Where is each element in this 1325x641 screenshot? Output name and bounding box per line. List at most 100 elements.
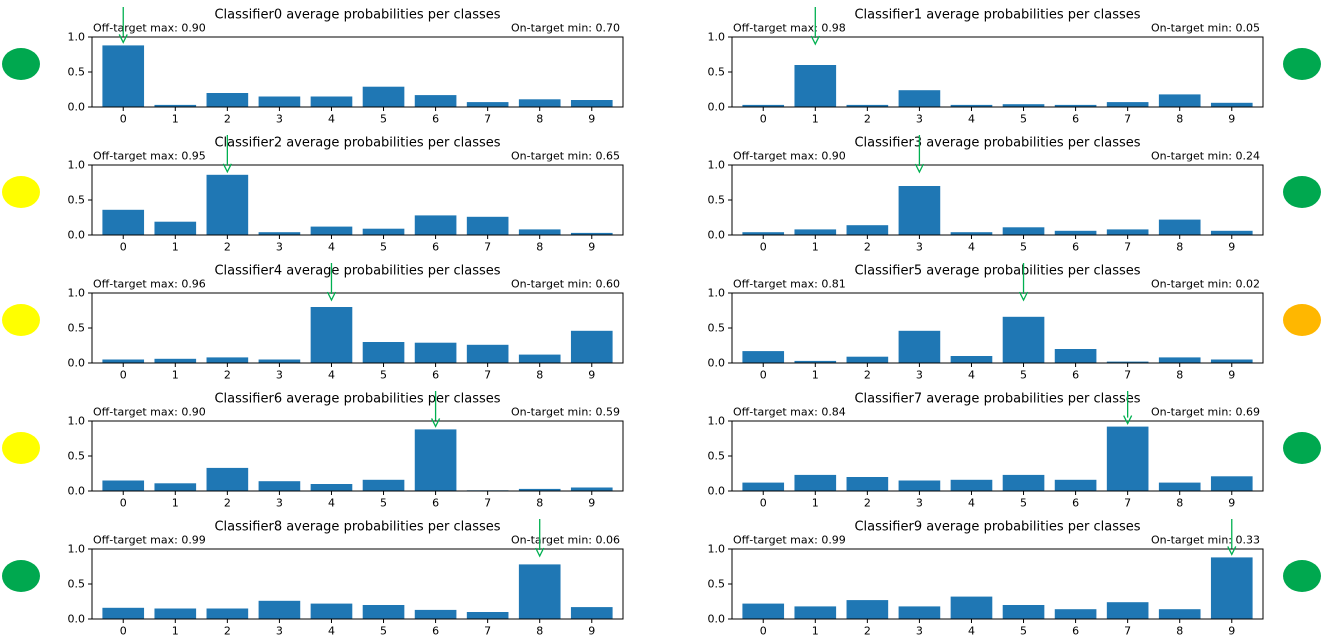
x-tick-label: 1 [172, 113, 179, 126]
y-tick-label: 0.5 [708, 578, 726, 591]
bar-class-5 [362, 342, 405, 363]
y-tick-label: 0.5 [68, 578, 86, 591]
bar-class-2 [206, 608, 249, 619]
x-tick-label: 9 [1228, 625, 1235, 638]
chart-panel-6: Classifier6 average probabilities per cl… [2, 391, 624, 510]
bar-class-9 [570, 487, 613, 491]
bar-class-3 [898, 606, 941, 619]
x-tick-label: 5 [1020, 497, 1027, 510]
x-tick-label: 2 [864, 369, 871, 382]
on-target-min-label: On-target min: 0.60 [511, 278, 620, 291]
bar-class-3 [898, 480, 941, 491]
x-tick-label: 9 [1228, 369, 1235, 382]
bar-class-2 [846, 104, 889, 107]
x-tick-label: 2 [224, 369, 231, 382]
x-tick-label: 0 [120, 625, 127, 638]
off-target-max-label: Off-target max: 0.96 [93, 278, 206, 291]
bar-class-0 [102, 359, 145, 363]
bar-class-3 [258, 232, 301, 235]
off-target-max-label: Off-target max: 0.84 [733, 406, 846, 419]
x-tick-label: 2 [864, 241, 871, 254]
y-tick-label: 0.0 [708, 357, 726, 370]
bar-class-1 [794, 474, 837, 491]
bar-class-6 [414, 609, 457, 619]
x-tick-label: 6 [432, 625, 439, 638]
chart-title: Classifier5 average probabilities per cl… [854, 264, 1140, 279]
y-tick-label: 0.0 [708, 101, 726, 114]
x-tick-label: 3 [916, 113, 923, 126]
x-tick-label: 6 [432, 369, 439, 382]
y-tick-label: 0.0 [68, 101, 86, 114]
bar-class-1 [794, 360, 837, 363]
x-tick-label: 0 [760, 241, 767, 254]
x-tick-label: 7 [1124, 497, 1131, 510]
on-target-min-label: On-target min: 0.59 [511, 406, 620, 419]
chart-panel-5: Classifier5 average probabilities per cl… [708, 263, 1321, 382]
chart-panel-7: Classifier7 average probabilities per cl… [708, 391, 1321, 510]
target-arrow-head [222, 163, 232, 174]
x-tick-label: 6 [432, 241, 439, 254]
y-tick-label: 0.0 [68, 357, 86, 370]
bar-class-0 [742, 232, 785, 235]
x-tick-label: 8 [1176, 625, 1183, 638]
x-tick-label: 4 [328, 241, 335, 254]
target-arrow-head [1227, 546, 1237, 556]
status-indicator-green [2, 48, 40, 80]
chart-panel-1: Classifier1 average probabilities per cl… [708, 7, 1321, 126]
bar-class-6 [1054, 609, 1097, 619]
x-tick-label: 7 [484, 497, 491, 510]
x-tick-label: 8 [536, 241, 543, 254]
x-tick-label: 1 [172, 625, 179, 638]
y-tick-label: 1.0 [68, 31, 86, 44]
x-tick-label: 4 [328, 113, 335, 126]
x-tick-label: 1 [812, 369, 819, 382]
y-tick-label: 0.0 [68, 613, 86, 626]
bar-class-1 [154, 104, 197, 107]
y-tick-label: 0.0 [708, 613, 726, 626]
x-tick-label: 0 [120, 497, 127, 510]
bar-class-7 [1106, 361, 1149, 363]
y-tick-label: 0.5 [708, 66, 726, 79]
target-arrow-head [535, 547, 545, 558]
off-target-max-label: Off-target max: 0.99 [93, 534, 206, 547]
status-indicator-green [1283, 432, 1321, 464]
bar-class-0 [102, 45, 145, 107]
on-target-min-label: On-target min: 0.24 [1151, 150, 1260, 163]
axes-frame [731, 292, 1264, 364]
x-tick-label: 4 [328, 497, 335, 510]
y-tick-label: 1.0 [708, 159, 726, 172]
bar-class-1 [794, 65, 837, 107]
axes-frame [91, 292, 624, 364]
x-tick-label: 9 [588, 113, 595, 126]
x-tick-label: 3 [916, 241, 923, 254]
x-tick-label: 0 [760, 497, 767, 510]
y-tick-label: 1.0 [68, 415, 86, 428]
bar-class-5 [1002, 227, 1045, 235]
bar-class-3 [258, 600, 301, 619]
off-target-max-label: Off-target max: 0.95 [93, 150, 206, 163]
bar-class-3 [258, 96, 301, 107]
y-tick-label: 0.0 [708, 485, 726, 498]
x-tick-label: 8 [1176, 241, 1183, 254]
chart-title: Classifier0 average probabilities per cl… [214, 8, 500, 23]
y-tick-label: 0.0 [68, 485, 86, 498]
x-tick-label: 6 [1072, 369, 1079, 382]
x-tick-label: 8 [1176, 369, 1183, 382]
x-tick-label: 0 [760, 369, 767, 382]
x-tick-label: 1 [812, 625, 819, 638]
x-tick-label: 3 [276, 497, 283, 510]
chart-title: Classifier8 average probabilities per cl… [214, 520, 500, 535]
bar-class-0 [742, 482, 785, 491]
bar-class-0 [102, 480, 145, 491]
x-tick-label: 7 [484, 113, 491, 126]
bar-class-4 [310, 484, 353, 491]
x-tick-label: 1 [172, 369, 179, 382]
x-tick-label: 6 [1072, 497, 1079, 510]
status-indicator-orange [1283, 304, 1321, 336]
bar-class-7 [1106, 102, 1149, 107]
x-tick-label: 2 [224, 625, 231, 638]
bar-class-5 [362, 605, 405, 619]
x-tick-label: 7 [1124, 113, 1131, 126]
x-tick-label: 4 [968, 497, 975, 510]
y-tick-label: 0.5 [708, 194, 726, 207]
